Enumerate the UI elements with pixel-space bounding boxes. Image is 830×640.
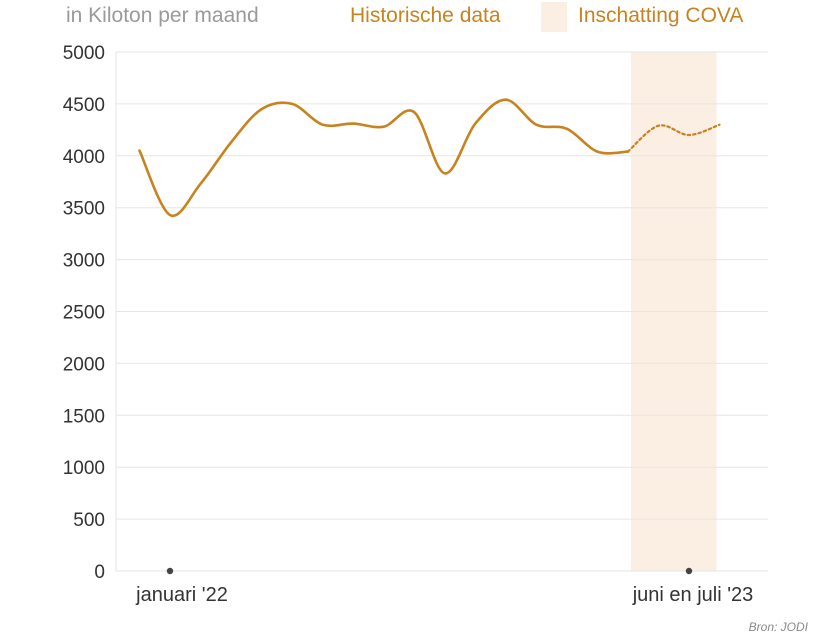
- unit-label: in Kiloton per maand: [66, 4, 259, 27]
- legend-estimate-swatch: [541, 2, 567, 32]
- legend-historic-data: Historische data: [350, 4, 501, 27]
- y-tick-label: 3500: [63, 199, 105, 220]
- y-tick-label: 2500: [63, 303, 105, 324]
- y-tick-label: 1500: [63, 406, 105, 427]
- x-tick-label: juni en juli '23: [632, 584, 754, 606]
- y-tick-label: 1000: [63, 458, 105, 479]
- y-tick-label: 4000: [63, 147, 105, 168]
- y-tick-label: 3000: [63, 251, 105, 272]
- source-note: Bron: JODI: [748, 620, 808, 634]
- tick-label-layer: 0 500 1000 1500 2000 2500 3000 3500 4000 4500 5000…: [63, 43, 754, 606]
- estimate-series-line: [626, 123, 721, 153]
- x-tick-label: januari '22: [135, 584, 228, 606]
- axis-layer: [115, 52, 693, 575]
- series-layer: [138, 98, 721, 218]
- legend-estimate: Inschatting COVA: [578, 4, 744, 27]
- y-tick-label: 4500: [63, 95, 105, 116]
- x-tick-dot: [166, 567, 174, 575]
- y-tick-label: 2000: [63, 354, 105, 375]
- historic-series-line: [138, 98, 630, 218]
- y-tick-label: 500: [73, 510, 105, 531]
- x-tick-dot: [685, 567, 693, 575]
- y-tick-label: 5000: [63, 43, 105, 64]
- y-tick-label: 0: [94, 562, 105, 583]
- grid-layer: [116, 51, 768, 572]
